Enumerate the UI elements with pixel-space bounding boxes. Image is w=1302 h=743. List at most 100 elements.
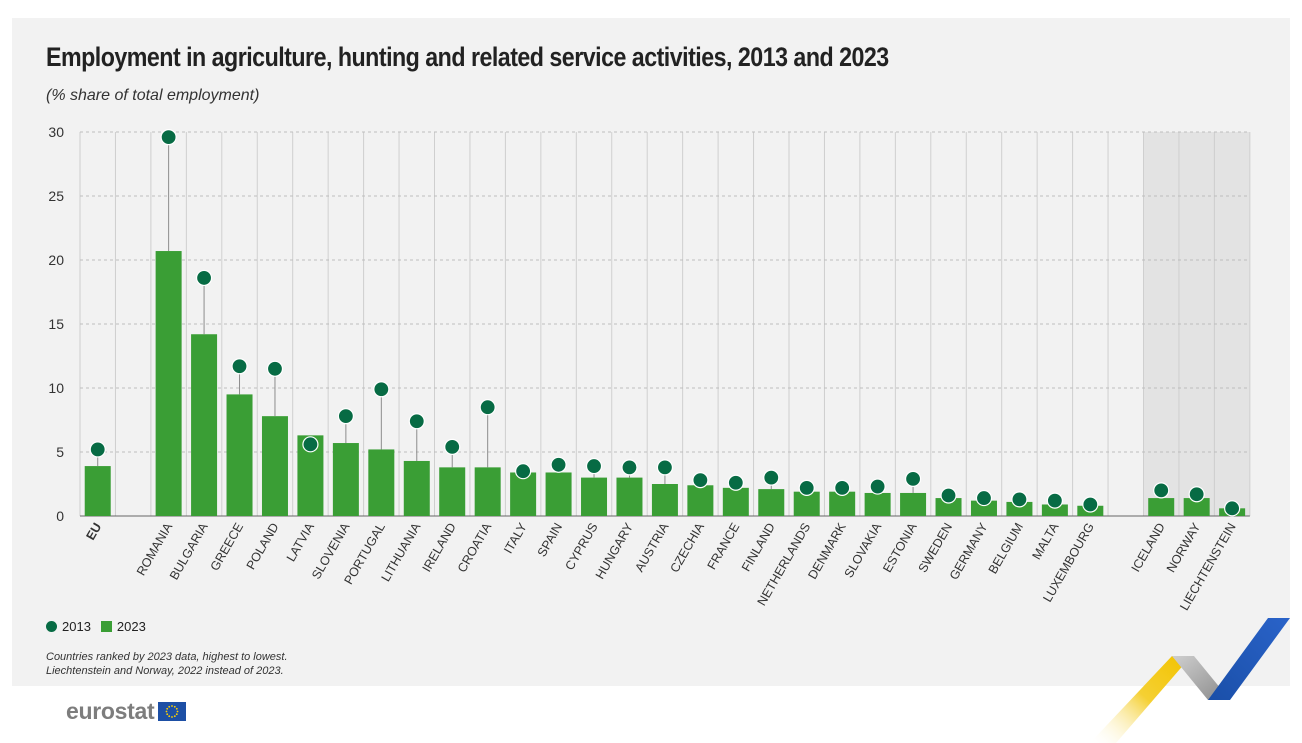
dot-2013 (1011, 491, 1028, 508)
dot-2013 (1153, 482, 1170, 499)
dot-2013 (89, 441, 106, 458)
note-years: Liechtenstein and Norway, 2022 instead o… (46, 665, 284, 677)
dot-2013 (1082, 496, 1099, 513)
bar-2023 (616, 477, 643, 516)
chart-notes: Countries ranked by 2023 data, highest t… (46, 650, 288, 678)
dot-2013 (834, 479, 851, 496)
x-tick-label: NORWAY (1164, 520, 1204, 575)
dot-2013 (692, 472, 709, 489)
chart-panel (12, 18, 1290, 686)
decorative-ribbon-graphic (1090, 618, 1290, 743)
dot-2013 (195, 269, 213, 287)
bar-2023 (403, 460, 430, 516)
chart-legend: 2013 2023 (46, 619, 146, 634)
y-tick-label: 10 (48, 380, 64, 396)
dot-2013 (621, 459, 638, 476)
bar-2023 (970, 500, 997, 516)
dot-2013 (337, 408, 354, 425)
eurostat-logo: eurostat (66, 698, 187, 725)
dot-2013 (940, 487, 957, 504)
x-tick-label: ITALY (501, 520, 530, 556)
bar-2023 (900, 492, 927, 516)
dot-2013 (1046, 492, 1063, 509)
bar-2023 (545, 472, 572, 516)
bar-2023 (1041, 504, 1068, 516)
x-tick-label: BELGIUM (986, 521, 1026, 577)
dot-2013 (904, 470, 922, 487)
x-tick-label: CZECHIA (667, 520, 707, 575)
chart-title: Employment in agriculture, hunting and r… (46, 42, 889, 72)
eurostat-logo-text: eurostat (66, 698, 155, 724)
bar-2023 (1183, 498, 1210, 516)
bar-2023 (155, 251, 182, 517)
dot-2013 (1224, 500, 1241, 517)
x-tick-label: SLOVAKIA (842, 520, 885, 580)
y-tick-label: 25 (48, 188, 64, 204)
dot-2013 (266, 360, 284, 377)
eu-flag-icon (158, 702, 187, 721)
y-tick-label: 0 (56, 508, 64, 524)
bar-2023 (368, 449, 395, 516)
legend-2023-marker (100, 621, 112, 632)
bar-2023 (1006, 501, 1033, 516)
bar-2023 (1148, 498, 1175, 516)
dot-2013 (373, 381, 390, 398)
x-tick-label: POLAND (244, 521, 282, 573)
dot-2013 (550, 456, 567, 473)
bar-2023 (687, 485, 714, 516)
y-tick-label: 5 (56, 444, 64, 460)
dot-2013 (1188, 486, 1205, 503)
dot-2013 (444, 438, 461, 455)
bar-2023 (84, 466, 111, 516)
x-tick-label: MALTA (1029, 520, 1061, 562)
dot-2013 (656, 459, 674, 476)
x-tick-label: SPAIN (535, 521, 565, 560)
x-tick-label: EU (84, 521, 105, 543)
dot-2013 (763, 469, 780, 486)
legend-2013-label: 2013 (62, 619, 91, 634)
x-tick-label: CROATIA (455, 520, 495, 575)
x-tick-label: ESTONIA (880, 520, 920, 575)
legend-2023-label: 2023 (116, 619, 146, 634)
dot-2013 (479, 399, 496, 416)
bar-2023 (651, 484, 678, 516)
dot-2013 (408, 413, 425, 430)
dot-2013 (975, 489, 993, 507)
x-tick-label: GREECE (208, 521, 247, 574)
legend-2013-marker (46, 621, 57, 632)
dot-2013 (585, 457, 603, 475)
y-tick-label: 20 (48, 252, 64, 268)
dot-2013 (302, 436, 319, 453)
x-tick-label: IRELAND (420, 521, 459, 575)
x-tick-label: AUSTRIA (632, 520, 672, 574)
dot-2013 (869, 478, 886, 495)
bar-2023 (191, 334, 218, 516)
bar-2023 (935, 498, 962, 516)
x-tick-label: ICELAND (1129, 521, 1168, 575)
bar-2023 (864, 492, 891, 516)
y-tick-label: 30 (48, 124, 64, 140)
bar-2023 (758, 489, 785, 516)
y-tick-label: 15 (48, 316, 64, 332)
bar-2023 (332, 443, 359, 516)
note-ranking: Countries ranked by 2023 data, highest t… (46, 651, 288, 663)
dot-2013 (727, 474, 744, 491)
chart-subtitle: (% share of total employment) (46, 87, 260, 104)
bar-2023 (510, 472, 537, 516)
x-tick-label: CYPRUS (562, 521, 600, 573)
dot-2013 (515, 463, 532, 480)
bar-2023 (474, 467, 501, 516)
bar-2023 (261, 416, 288, 516)
x-tick-label: LATVIA (284, 520, 318, 564)
x-tick-label: FRANCE (705, 521, 743, 573)
bar-2023 (581, 477, 608, 516)
x-tick-label: SWEDEN (916, 521, 956, 576)
bar-2023 (722, 487, 749, 516)
bar-2023 (226, 394, 253, 516)
dot-2013 (231, 358, 248, 375)
dot-2013 (160, 129, 177, 146)
bar-2023 (439, 467, 466, 516)
dot-2013 (798, 479, 815, 496)
x-tick-label: FINLAND (739, 521, 778, 574)
